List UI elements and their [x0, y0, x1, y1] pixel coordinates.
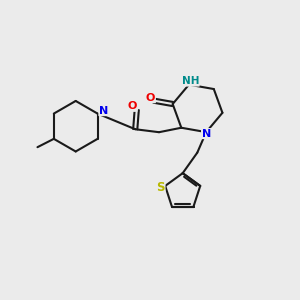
Text: O: O [146, 93, 155, 103]
Text: O: O [128, 101, 137, 111]
Text: S: S [157, 181, 165, 194]
Text: NH: NH [182, 76, 199, 86]
Text: N: N [202, 129, 211, 139]
Text: N: N [99, 106, 108, 116]
